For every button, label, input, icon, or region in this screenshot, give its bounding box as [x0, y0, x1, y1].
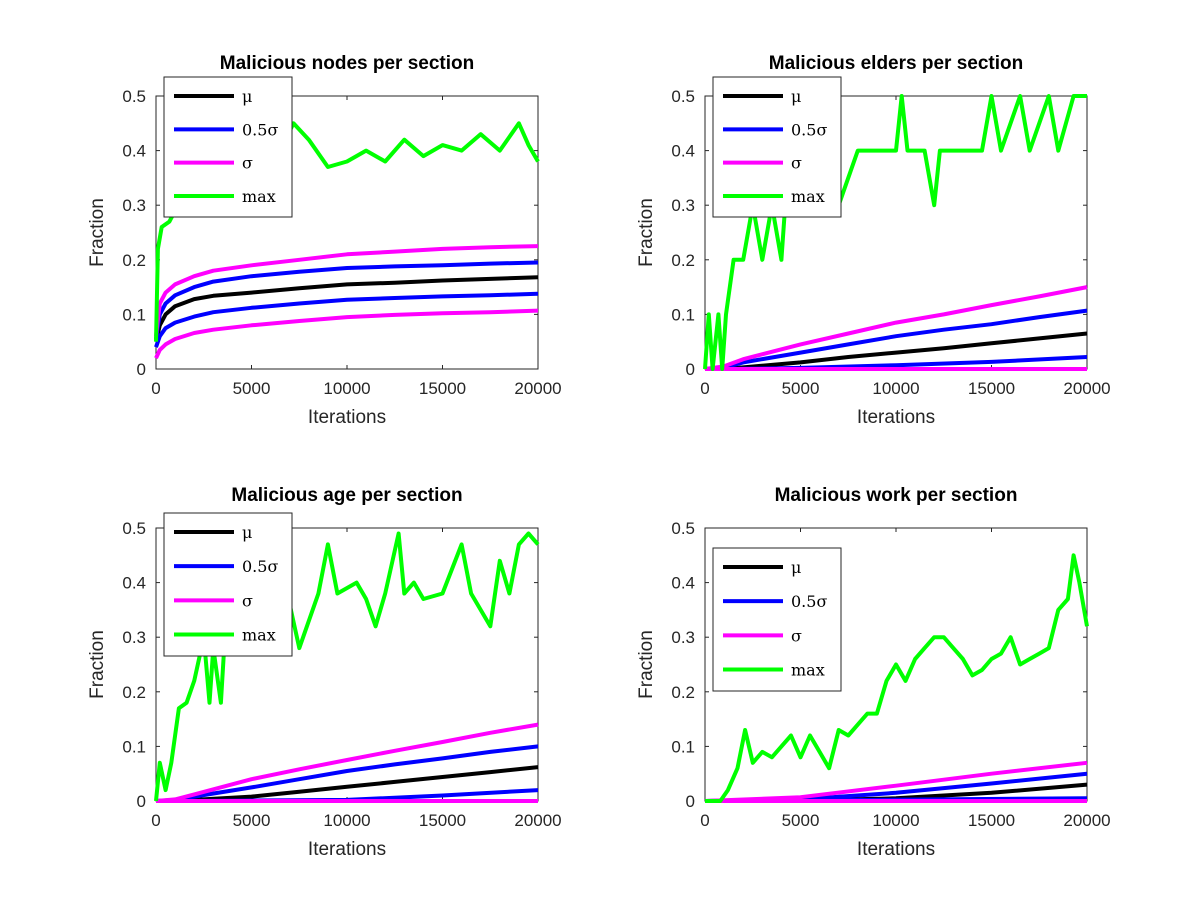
y-tick-label: 0.1 [671, 305, 695, 324]
series-line-3 [704, 308, 1088, 371]
legend-label: σ [242, 154, 253, 173]
chart-legend: μ 0.5σ σ max [712, 547, 842, 692]
legend-label: 0.5σ [242, 557, 278, 576]
chart-title: Malicious age per section [231, 485, 462, 506]
y-tick-label: 0.3 [671, 196, 695, 215]
series-line-3 [154, 260, 539, 340]
x-axis-label: Iterations [308, 839, 386, 860]
series-line-2 [154, 291, 539, 348]
y-tick-label: 0.2 [122, 683, 146, 702]
chart-panel-3: 0 0.1 0.2 0.3 0.4 0.5 0 5000 10000 15000 20000 Mali… [87, 485, 562, 860]
y-tick-label: 0.4 [671, 142, 695, 161]
legend-label: μ [242, 523, 252, 542]
y-tick-label: 0.5 [122, 87, 146, 106]
y-tick-label: 0.2 [671, 251, 695, 270]
y-tick-label: 0.2 [671, 683, 695, 702]
chart-title: Malicious nodes per section [220, 53, 474, 74]
legend-label: σ [791, 154, 802, 173]
y-tick-label: 0.1 [122, 737, 146, 756]
chart-panel-1: 0 0.1 0.2 0.3 0.4 0.5 0 5000 10000 15000 20000 Mali… [87, 53, 562, 428]
y-axis-label: Fraction [87, 198, 108, 267]
legend-label: 0.5σ [791, 592, 827, 611]
legend-label: 0.5σ [791, 120, 827, 139]
chart-legend: μ 0.5σ σ max [163, 512, 293, 657]
x-tick-label: 10000 [323, 811, 370, 830]
x-tick-label: 10000 [872, 379, 919, 398]
x-tick-label: 10000 [323, 379, 370, 398]
y-tick-label: 0.4 [671, 574, 695, 593]
series-line-5 [704, 285, 1088, 371]
series-line-6 [154, 531, 540, 802]
legend-label: max [791, 187, 825, 206]
y-tick-label: 0.1 [122, 305, 146, 324]
legend-label: μ [791, 558, 801, 577]
x-tick-label: 15000 [419, 811, 466, 830]
x-tick-label: 5000 [782, 379, 820, 398]
legend-box [163, 512, 293, 657]
legend-box [712, 547, 842, 692]
y-tick-label: 0.4 [122, 574, 146, 593]
chart-panel-4: 0 0.1 0.2 0.3 0.4 0.5 0 5000 10000 15000 20000 Mali… [636, 485, 1111, 860]
series-line-6 [705, 553, 1089, 803]
legend-label: 0.5σ [242, 120, 278, 139]
x-tick-label: 20000 [514, 811, 561, 830]
y-tick-label: 0.1 [671, 737, 695, 756]
legend-label: max [242, 626, 276, 645]
x-axis-label: Iterations [308, 407, 386, 428]
x-tick-label: 0 [151, 379, 160, 398]
y-tick-label: 0 [686, 360, 695, 379]
x-tick-label: 15000 [968, 811, 1015, 830]
y-tick-label: 0.5 [671, 87, 695, 106]
x-tick-label: 20000 [1063, 811, 1110, 830]
y-tick-label: 0.5 [122, 519, 146, 538]
chart-legend: μ 0.5σ σ max [163, 76, 293, 218]
y-tick-label: 0.3 [122, 628, 146, 647]
legend-box [163, 76, 293, 218]
legend-label: μ [791, 87, 801, 106]
y-tick-label: 0.2 [122, 251, 146, 270]
legend-label: μ [242, 87, 252, 106]
x-tick-label: 10000 [872, 811, 919, 830]
x-tick-label: 15000 [968, 379, 1015, 398]
x-tick-label: 15000 [419, 379, 466, 398]
chart-title: Malicious elders per section [769, 53, 1023, 74]
series-line-6 [703, 94, 1087, 371]
series-line-5 [704, 760, 1088, 803]
x-tick-label: 5000 [233, 811, 271, 830]
series-line-4 [154, 308, 539, 359]
series-line-1 [154, 275, 539, 343]
y-tick-label: 0 [137, 792, 146, 811]
y-axis-label: Fraction [636, 198, 657, 267]
x-tick-label: 5000 [782, 811, 820, 830]
y-axis-label: Fraction [87, 630, 108, 699]
y-axis-label: Fraction [636, 630, 657, 699]
x-tick-label: 0 [700, 379, 709, 398]
legend-label: σ [791, 626, 802, 645]
series-line-5 [154, 244, 539, 337]
x-tick-label: 20000 [1063, 379, 1110, 398]
legend-box [712, 76, 842, 218]
chart-legend: μ 0.5σ σ max [712, 76, 842, 218]
x-tick-label: 0 [151, 811, 160, 830]
y-tick-label: 0.3 [671, 628, 695, 647]
x-tick-label: 20000 [514, 379, 561, 398]
x-axis-label: Iterations [857, 407, 935, 428]
legend-label: max [242, 187, 276, 206]
series-line-5 [155, 722, 539, 803]
y-tick-label: 0 [686, 792, 695, 811]
y-tick-label: 0.3 [122, 196, 146, 215]
legend-label: σ [242, 591, 253, 610]
y-tick-label: 0 [137, 360, 146, 379]
x-axis-label: Iterations [857, 839, 935, 860]
x-tick-label: 5000 [233, 379, 271, 398]
y-tick-label: 0.4 [122, 142, 146, 161]
chart-title: Malicious work per section [775, 485, 1018, 506]
chart-panel-2: 0 0.1 0.2 0.3 0.4 0.5 0 5000 10000 15000 20000 Mali… [636, 53, 1111, 428]
legend-label: max [791, 661, 825, 680]
y-tick-label: 0.5 [671, 519, 695, 538]
x-tick-label: 0 [700, 811, 709, 830]
